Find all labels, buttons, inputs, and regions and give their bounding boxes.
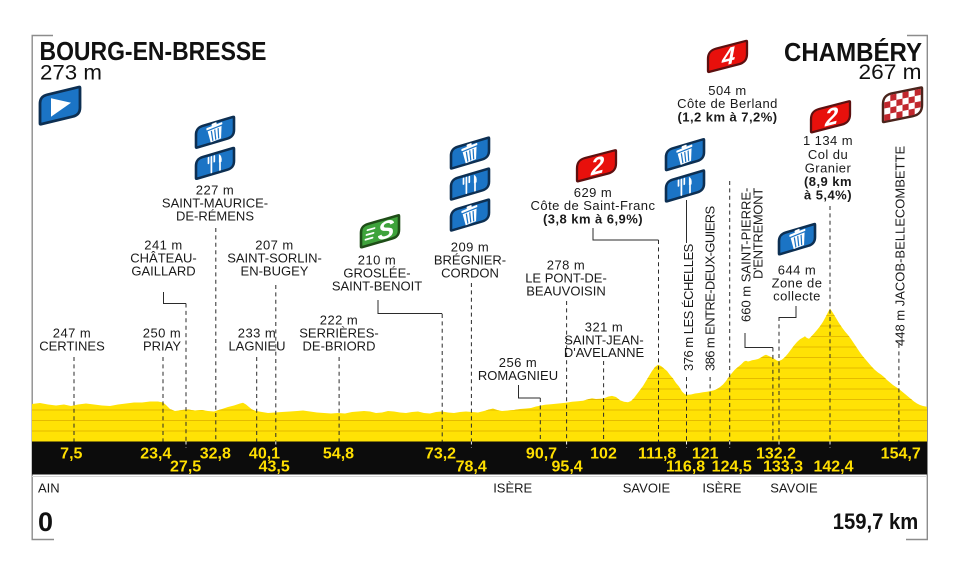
- svg-text:Col du: Col du: [808, 147, 848, 162]
- svg-text:SERRIÈRES-: SERRIÈRES-: [299, 326, 378, 341]
- svg-text:AIN: AIN: [38, 481, 60, 496]
- svg-text:273 m: 273 m: [40, 62, 102, 85]
- svg-text:GAILLARD: GAILLARD: [131, 264, 195, 279]
- svg-text:222 m: 222 m: [320, 313, 358, 328]
- svg-text:90,7: 90,7: [526, 446, 557, 463]
- svg-text:111,8: 111,8: [638, 446, 676, 463]
- svg-text:Côte de Saint-Franc: Côte de Saint-Franc: [531, 198, 656, 213]
- svg-text:1 134 m: 1 134 m: [803, 133, 853, 148]
- svg-text:CHAMBÉRY: CHAMBÉRY: [784, 37, 922, 67]
- svg-text:LE PONT-DE-: LE PONT-DE-: [525, 271, 607, 286]
- svg-text:142,4: 142,4: [813, 459, 853, 476]
- svg-text:LAGNIEU: LAGNIEU: [228, 339, 285, 354]
- svg-text:ISÈRE: ISÈRE: [702, 481, 741, 496]
- svg-text:Zone de: Zone de: [772, 276, 823, 291]
- svg-text:321 m: 321 m: [585, 320, 623, 335]
- svg-text:DE-BRIORD: DE-BRIORD: [303, 339, 376, 354]
- svg-text:D'ENTREMONT: D'ENTREMONT: [751, 188, 766, 279]
- svg-text:132,2: 132,2: [756, 446, 796, 463]
- svg-text:(8,9 km: (8,9 km: [804, 174, 852, 189]
- svg-text:159,7 km: 159,7 km: [833, 509, 919, 534]
- svg-text:SAVOIE: SAVOIE: [770, 481, 818, 496]
- svg-text:267 m: 267 m: [859, 61, 922, 84]
- svg-text:233 m: 233 m: [238, 326, 276, 341]
- svg-text:227 m: 227 m: [196, 183, 234, 198]
- svg-text:644 m: 644 m: [778, 263, 816, 278]
- svg-text:BEAUVOISIN: BEAUVOISIN: [526, 284, 605, 299]
- svg-text:241 m: 241 m: [144, 238, 182, 253]
- svg-text:23,4: 23,4: [140, 446, 171, 463]
- svg-text:133,3: 133,3: [763, 459, 803, 476]
- svg-text:73,2: 73,2: [425, 446, 456, 463]
- svg-text:250 m: 250 m: [143, 326, 181, 341]
- svg-text:SAINT-JEAN-: SAINT-JEAN-: [564, 333, 643, 348]
- svg-text:ISÈRE: ISÈRE: [493, 481, 532, 496]
- svg-text:121: 121: [692, 446, 719, 463]
- svg-text:124,5: 124,5: [712, 459, 752, 476]
- svg-text:Côte de Berland: Côte de Berland: [677, 96, 778, 111]
- svg-text:S: S: [378, 214, 395, 246]
- svg-text:CERTINES: CERTINES: [39, 339, 105, 354]
- svg-text:SAINT-MAURICE-: SAINT-MAURICE-: [162, 196, 268, 211]
- svg-text:154,7: 154,7: [881, 446, 921, 463]
- svg-text:207 m: 207 m: [255, 238, 293, 253]
- svg-text:BOURG-EN-BRESSE: BOURG-EN-BRESSE: [40, 36, 267, 66]
- svg-text:(1,2 km à 7,2%): (1,2 km à 7,2%): [678, 110, 778, 125]
- svg-text:448 m JACOB-BELLECOMBETTE: 448 m JACOB-BELLECOMBETTE: [892, 146, 907, 346]
- svg-text:(3,8 km à 6,9%): (3,8 km à 6,9%): [543, 212, 643, 227]
- svg-text:PRIAY: PRIAY: [143, 339, 181, 354]
- svg-text:GROSLÉE-: GROSLÉE-: [343, 266, 410, 281]
- svg-text:40,1: 40,1: [249, 446, 280, 463]
- svg-text:2: 2: [824, 102, 839, 132]
- svg-text:386 m ENTRE-DEUX-GUIERS: 386 m ENTRE-DEUX-GUIERS: [703, 205, 718, 371]
- svg-text:4: 4: [721, 42, 736, 72]
- svg-text:CORDON: CORDON: [441, 266, 499, 281]
- svg-text:SAVOIE: SAVOIE: [623, 481, 671, 496]
- svg-text:7,5: 7,5: [60, 446, 82, 463]
- svg-text:à 5,4%): à 5,4%): [804, 188, 852, 203]
- svg-text:43,5: 43,5: [259, 459, 290, 476]
- svg-text:95,4: 95,4: [552, 459, 583, 476]
- svg-text:629 m: 629 m: [574, 185, 612, 200]
- svg-text:247 m: 247 m: [53, 326, 91, 341]
- svg-text:Granier: Granier: [805, 161, 852, 176]
- svg-text:116,8: 116,8: [666, 459, 705, 476]
- svg-text:102: 102: [590, 446, 617, 463]
- svg-text:SAINT-BENOIT: SAINT-BENOIT: [332, 279, 422, 294]
- svg-text:collecte: collecte: [773, 289, 821, 304]
- svg-text:78,4: 78,4: [456, 459, 487, 476]
- svg-text:256 m: 256 m: [499, 355, 537, 370]
- svg-text:BRÉGNIER-: BRÉGNIER-: [434, 253, 506, 268]
- svg-text:278 m: 278 m: [547, 258, 585, 273]
- svg-text:0: 0: [38, 507, 53, 537]
- svg-text:209 m: 209 m: [451, 240, 489, 255]
- svg-text:EN-BUGEY: EN-BUGEY: [241, 264, 309, 279]
- svg-text:504 m: 504 m: [708, 83, 746, 98]
- svg-text:27,5: 27,5: [170, 459, 201, 476]
- svg-text:DE-RÉMENS: DE-RÉMENS: [176, 209, 254, 224]
- svg-text:32,8: 32,8: [200, 446, 231, 463]
- svg-text:2: 2: [590, 151, 605, 181]
- svg-text:210 m: 210 m: [358, 253, 396, 268]
- svg-text:ROMAGNIEU: ROMAGNIEU: [478, 368, 558, 383]
- svg-text:D'AVELANNE: D'AVELANNE: [564, 345, 645, 360]
- svg-text:376 m LES ÉCHELLES: 376 m LES ÉCHELLES: [681, 243, 696, 371]
- svg-text:54,8: 54,8: [323, 446, 354, 463]
- svg-text:660 m SAINT-PIERRE-: 660 m SAINT-PIERRE-: [739, 188, 754, 322]
- svg-text:CHÂTEAU-: CHÂTEAU-: [130, 251, 196, 266]
- svg-text:SAINT-SORLIN-: SAINT-SORLIN-: [227, 251, 322, 266]
